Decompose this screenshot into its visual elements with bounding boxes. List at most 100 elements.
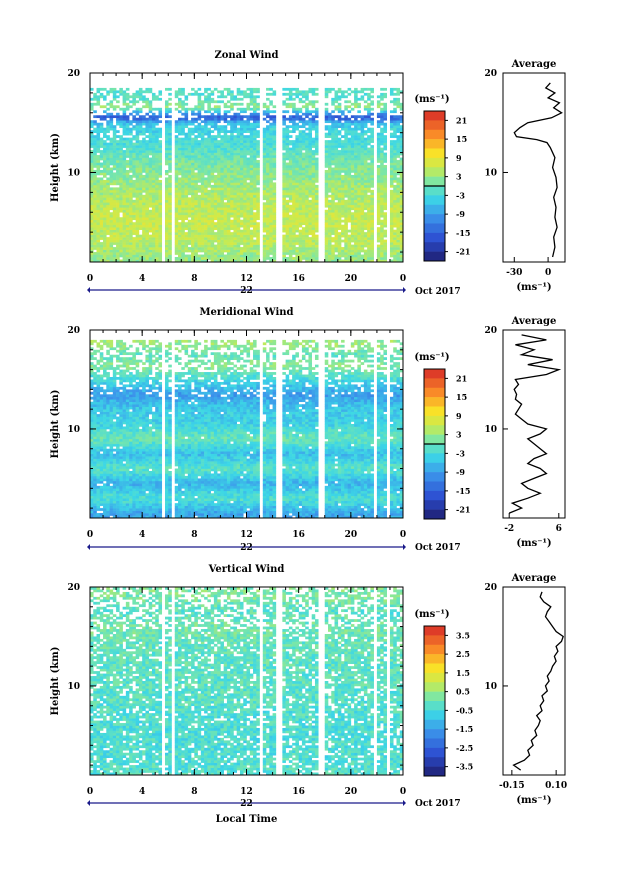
colorbar-segment: [424, 444, 445, 454]
colorbar-segment: [424, 167, 445, 177]
colorbar-tick-label: -0.5: [456, 705, 473, 715]
heatmap-cells: [90, 587, 404, 776]
colorbar-segment: [424, 139, 445, 149]
average-y-tick-label: 20: [484, 69, 497, 79]
average-x-tick-label: 6: [556, 524, 562, 534]
colorbar-tick-label: 15: [456, 134, 467, 144]
colorbar: (ms⁻¹) 21 15 9 3 -3 -9 -15 -21: [414, 94, 470, 262]
colorbar-segment: [424, 453, 445, 464]
colorbar-segment: [424, 397, 445, 407]
panel-title: Vertical Wind: [208, 564, 285, 575]
colorbar-segment: [424, 500, 445, 510]
panel-title: Zonal Wind: [214, 50, 278, 61]
average-unit: (ms⁻¹): [516, 795, 551, 806]
colorbar-segment: [424, 176, 445, 187]
x-tick-label: 0: [87, 274, 93, 284]
average-x-tick-label: 0: [545, 268, 551, 278]
colorbar-tick-label: 9: [456, 153, 462, 163]
colorbar-segment: [424, 195, 445, 206]
colorbar-segment: [424, 434, 445, 445]
colorbar-segment: [424, 663, 445, 674]
colorbar-segment: [424, 425, 445, 435]
date-label: Oct 2017: [415, 799, 461, 809]
colorbar-segment: [424, 626, 445, 636]
y-axis-label: Height (km): [50, 647, 61, 716]
average-frame: [502, 329, 566, 519]
colorbar-segment: [424, 148, 445, 159]
x-axis: 0 4 8 12 16 20 0: [87, 587, 406, 797]
colorbar-tick-label: -21: [456, 247, 470, 257]
date-label: Oct 2017: [415, 543, 461, 553]
colorbar-segment: [424, 472, 445, 482]
colorbar-tick-label: 21: [456, 115, 467, 125]
x-tick-label: 0: [87, 530, 93, 540]
average-x-tick-label: -0.15: [499, 781, 525, 791]
average-frame: [502, 72, 566, 263]
x-tick-label: 12: [240, 530, 253, 540]
x-tick-label: 0: [87, 787, 93, 797]
date-label: Oct 2017: [415, 287, 461, 297]
date-axis-arrow-left: [87, 800, 90, 806]
y-axis: 10 20 Height (km): [50, 69, 403, 253]
x-tick-label: 16: [292, 530, 305, 540]
date-axis: 22 Oct 2017: [87, 543, 461, 553]
colorbar-segment: [424, 129, 445, 140]
date-axis: 22 Oct 2017: [87, 286, 461, 297]
date-tick-label: 22: [240, 286, 253, 296]
panel-title: Meridional Wind: [199, 307, 293, 318]
y-tick-label: 20: [67, 583, 80, 593]
average-unit: (ms⁻¹): [516, 538, 551, 549]
colorbar-tick-label: -3: [456, 448, 465, 458]
colorbar-segment: [424, 719, 445, 730]
colorbar-tick-label: 21: [456, 373, 467, 383]
colorbar-tick-label: -1.5: [456, 724, 473, 734]
average-profile: Average 10 20 -30 0 (ms⁻¹): [484, 59, 566, 293]
colorbar-tick-label: 3: [456, 172, 462, 182]
average-title: Average: [511, 59, 557, 70]
colorbar-segment: [424, 369, 445, 379]
average-y-tick-label: 20: [484, 583, 497, 593]
heatmap-cells: [90, 87, 404, 263]
colorbar-segment: [424, 232, 445, 243]
colorbar-tick-label: -9: [456, 209, 465, 219]
average-line: [513, 82, 563, 258]
colorbar-segment: [424, 462, 445, 473]
colorbar-tick-label: -21: [456, 505, 470, 515]
colorbar-segment: [424, 672, 445, 683]
colorbar-segment: [424, 214, 445, 224]
colorbar-unit: (ms⁻¹): [414, 94, 449, 105]
x-tick-label: 8: [191, 787, 197, 797]
y-axis-label: Height (km): [50, 390, 61, 459]
y-tick-label: 20: [67, 69, 80, 79]
x-tick-label: 16: [292, 274, 305, 284]
colorbar-segment: [424, 729, 445, 739]
y-tick-label: 20: [67, 326, 80, 336]
y-axis-label: Height (km): [50, 133, 61, 202]
date-axis-arrow-right: [403, 287, 406, 293]
date-tick-label: 22: [240, 543, 253, 553]
colorbar-tick-label: 0.5: [456, 687, 470, 697]
panel-vertical-wind: Vertical Wind 0 4 8 12 16 20 0 10 20 Height (km) 22…: [50, 564, 567, 825]
y-tick-label: 10: [67, 682, 80, 692]
average-unit: (ms⁻¹): [516, 282, 551, 293]
x-axis: 0 4 8 12 16 20 0: [87, 73, 406, 284]
colorbar-tick-label: -3.5: [456, 762, 473, 772]
colorbar-unit: (ms⁻¹): [414, 609, 449, 620]
colorbar-segment: [424, 691, 445, 702]
colorbar-segment: [424, 111, 445, 121]
x-axis-label: Local Time: [216, 814, 278, 825]
x-tick-label: 12: [240, 787, 253, 797]
x-tick-label: 16: [292, 787, 305, 797]
x-tick-label: 4: [139, 530, 145, 540]
average-profile: Average 10 20 -2 6 (ms⁻¹): [484, 316, 566, 549]
average-line: [512, 591, 564, 771]
date-axis: 22 Oct 2017 Local Time: [87, 799, 461, 825]
average-title: Average: [511, 573, 557, 584]
colorbar-tick-label: -15: [456, 228, 470, 238]
colorbar-tick-label: -2.5: [456, 743, 473, 753]
colorbar-segment: [424, 682, 445, 692]
colorbar-tick-label: -3: [456, 190, 465, 200]
colorbar-tick-label: 15: [456, 392, 467, 402]
colorbar-segment: [424, 406, 445, 417]
